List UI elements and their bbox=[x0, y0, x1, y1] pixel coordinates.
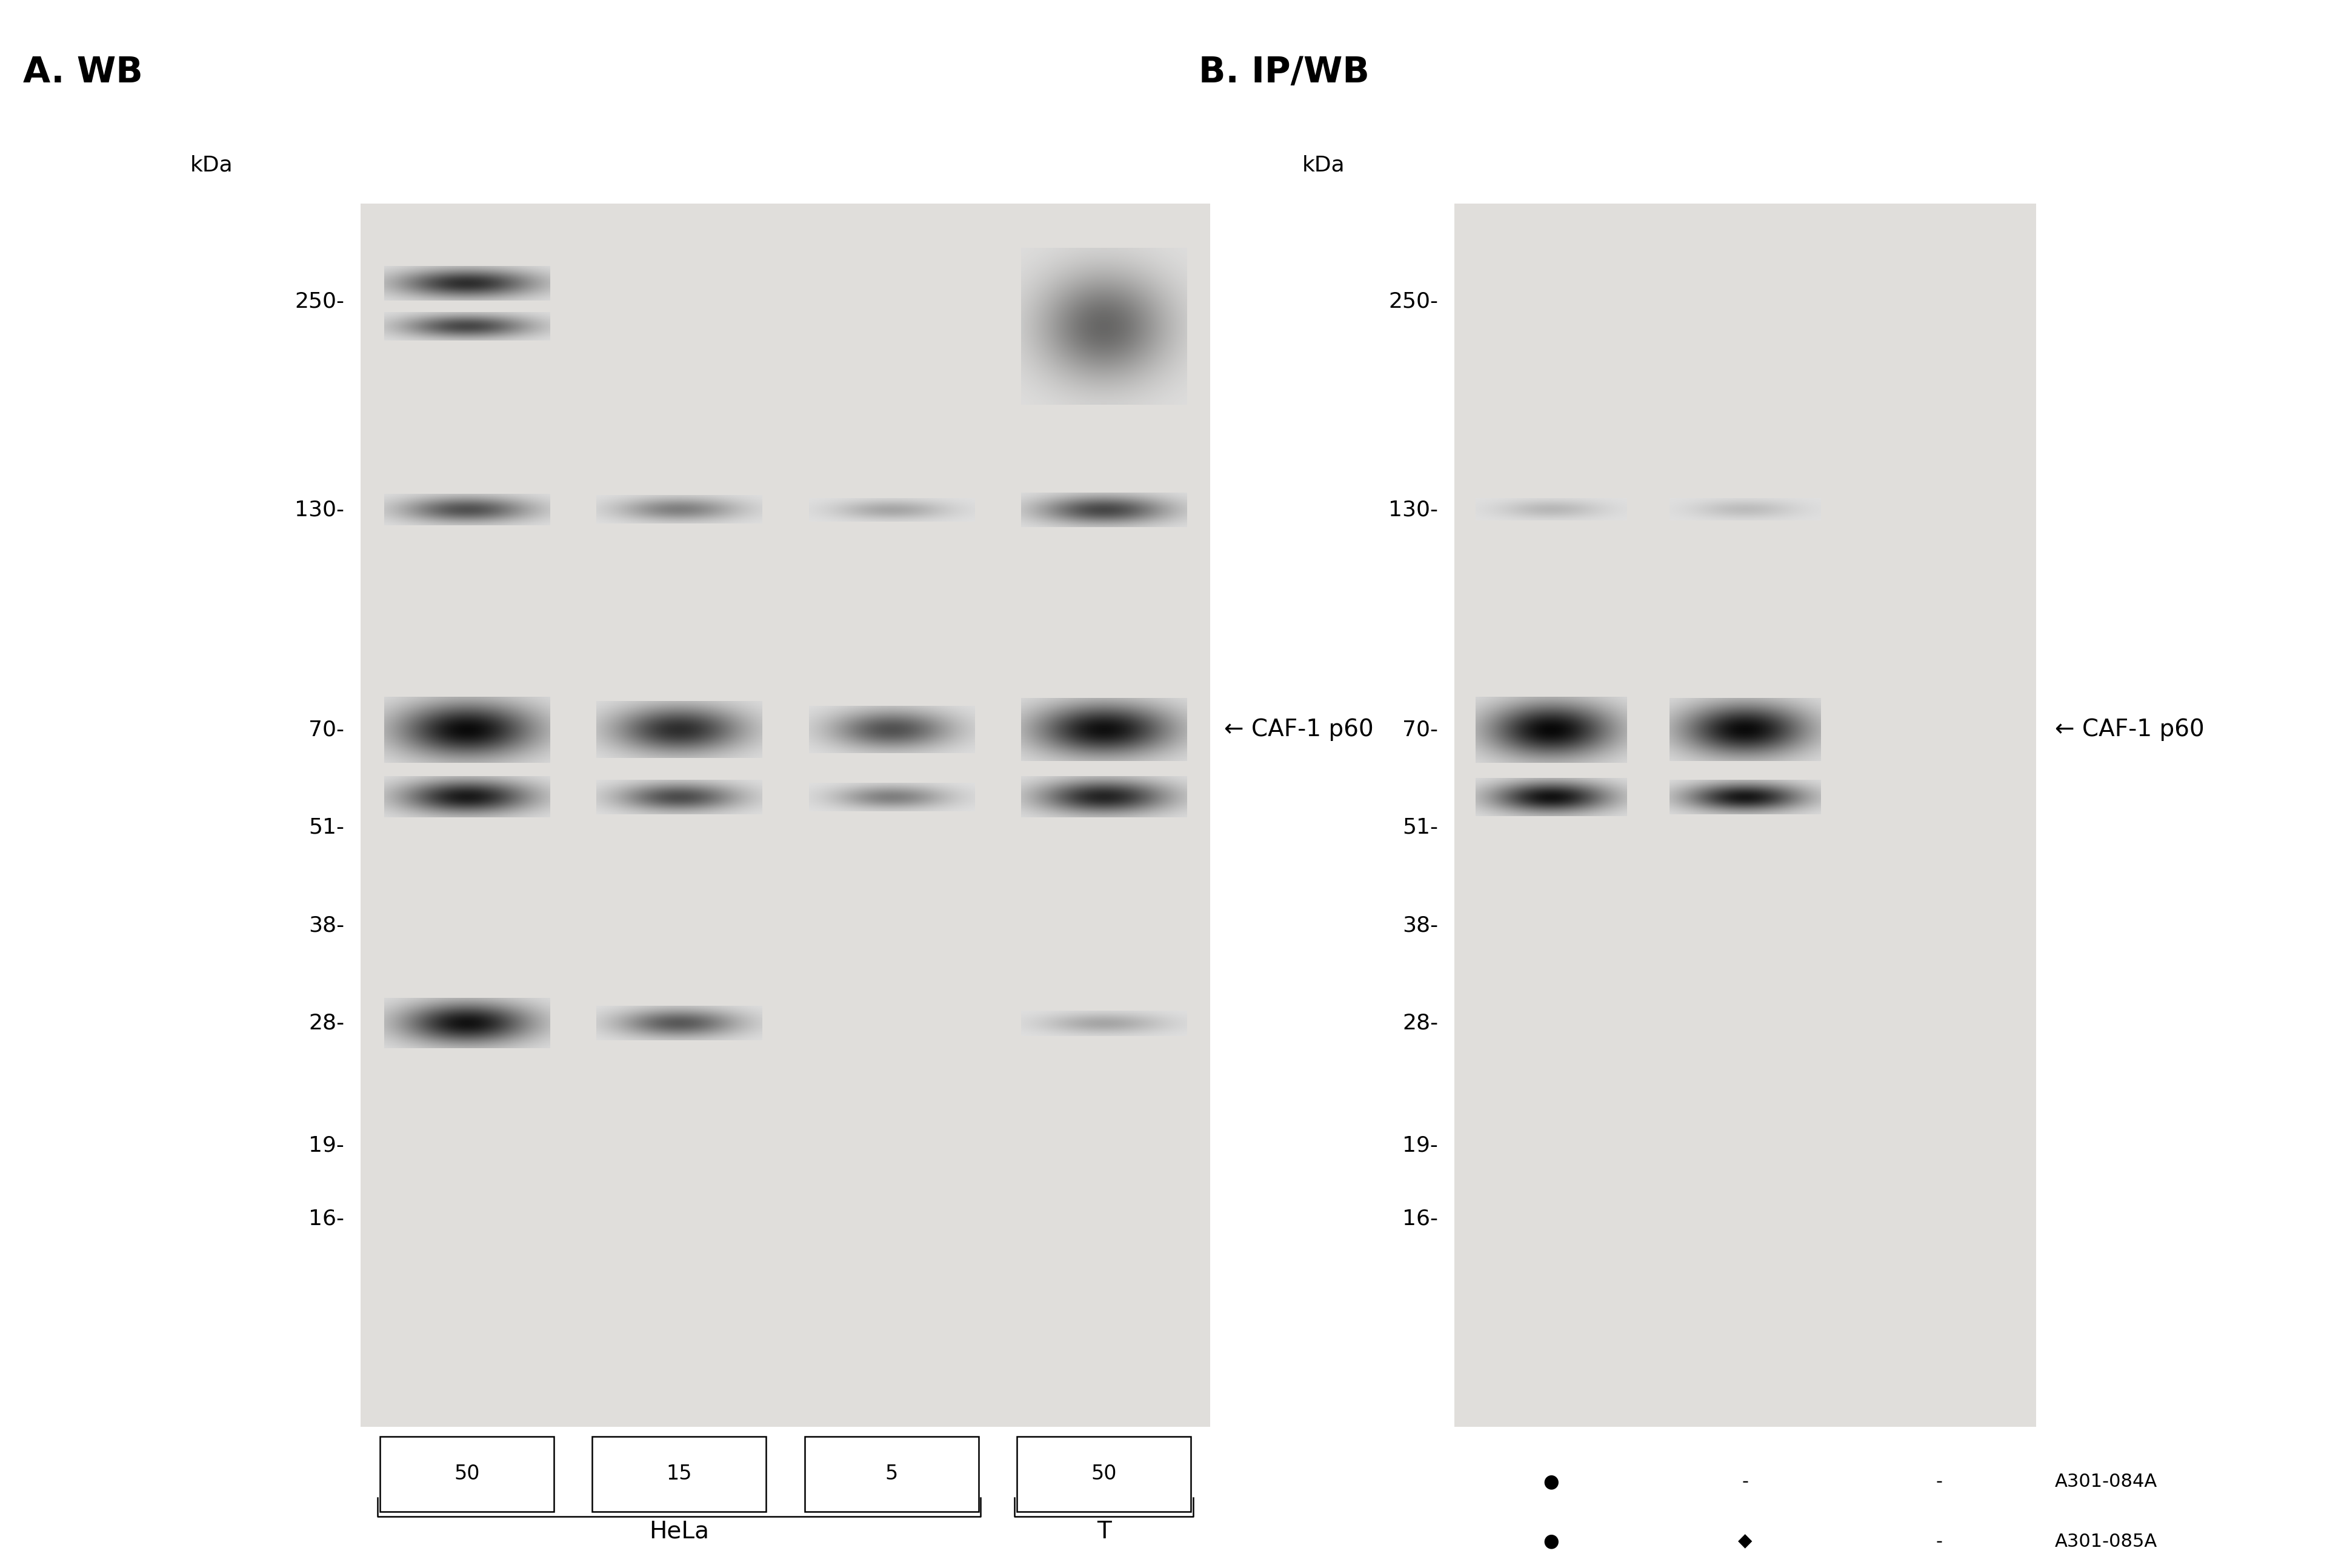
Bar bbox=[379, 1436, 554, 1512]
Text: 5: 5 bbox=[884, 1465, 898, 1483]
Text: -: - bbox=[1743, 1472, 1748, 1491]
Bar bbox=[1017, 1436, 1191, 1512]
Text: ●: ● bbox=[1543, 1472, 1559, 1491]
Text: -: - bbox=[1936, 1472, 1943, 1491]
Text: kDa: kDa bbox=[191, 155, 233, 176]
Text: A301-084A: A301-084A bbox=[2055, 1472, 2157, 1491]
Text: 16-: 16- bbox=[309, 1209, 344, 1229]
Text: ← CAF-1 p60: ← CAF-1 p60 bbox=[2055, 718, 2204, 742]
Text: 38-: 38- bbox=[309, 916, 344, 936]
Text: 70-: 70- bbox=[1403, 720, 1438, 740]
Bar bbox=[591, 1436, 766, 1512]
Text: 51-: 51- bbox=[309, 817, 344, 837]
Text: T: T bbox=[1096, 1519, 1110, 1543]
Text: B. IP/WB: B. IP/WB bbox=[1198, 55, 1368, 89]
Text: 51-: 51- bbox=[1403, 817, 1438, 837]
Text: kDa: kDa bbox=[1303, 155, 1345, 176]
Bar bbox=[361, 204, 1210, 1427]
Bar bbox=[1454, 204, 2036, 1427]
Text: 28-: 28- bbox=[1403, 1013, 1438, 1033]
Text: 130-: 130- bbox=[296, 499, 344, 521]
Text: 16-: 16- bbox=[1403, 1209, 1438, 1229]
Text: 15: 15 bbox=[666, 1465, 691, 1483]
Text: HeLa: HeLa bbox=[649, 1519, 710, 1543]
Text: 50: 50 bbox=[1091, 1465, 1117, 1483]
Text: 70-: 70- bbox=[309, 720, 344, 740]
Text: 250-: 250- bbox=[1389, 292, 1438, 312]
Text: 50: 50 bbox=[454, 1465, 479, 1483]
Text: 19-: 19- bbox=[1403, 1135, 1438, 1156]
Text: ●: ● bbox=[1543, 1532, 1559, 1551]
Text: A. WB: A. WB bbox=[23, 55, 142, 89]
Text: ← CAF-1 p60: ← CAF-1 p60 bbox=[1224, 718, 1373, 742]
Text: 250-: 250- bbox=[296, 292, 344, 312]
Text: -: - bbox=[1936, 1532, 1943, 1551]
Text: 28-: 28- bbox=[309, 1013, 344, 1033]
Text: ◆: ◆ bbox=[1738, 1532, 1752, 1551]
Text: A301-085A: A301-085A bbox=[2055, 1532, 2157, 1551]
Text: 19-: 19- bbox=[309, 1135, 344, 1156]
Bar bbox=[805, 1436, 980, 1512]
Text: 130-: 130- bbox=[1389, 499, 1438, 521]
Text: 38-: 38- bbox=[1403, 916, 1438, 936]
